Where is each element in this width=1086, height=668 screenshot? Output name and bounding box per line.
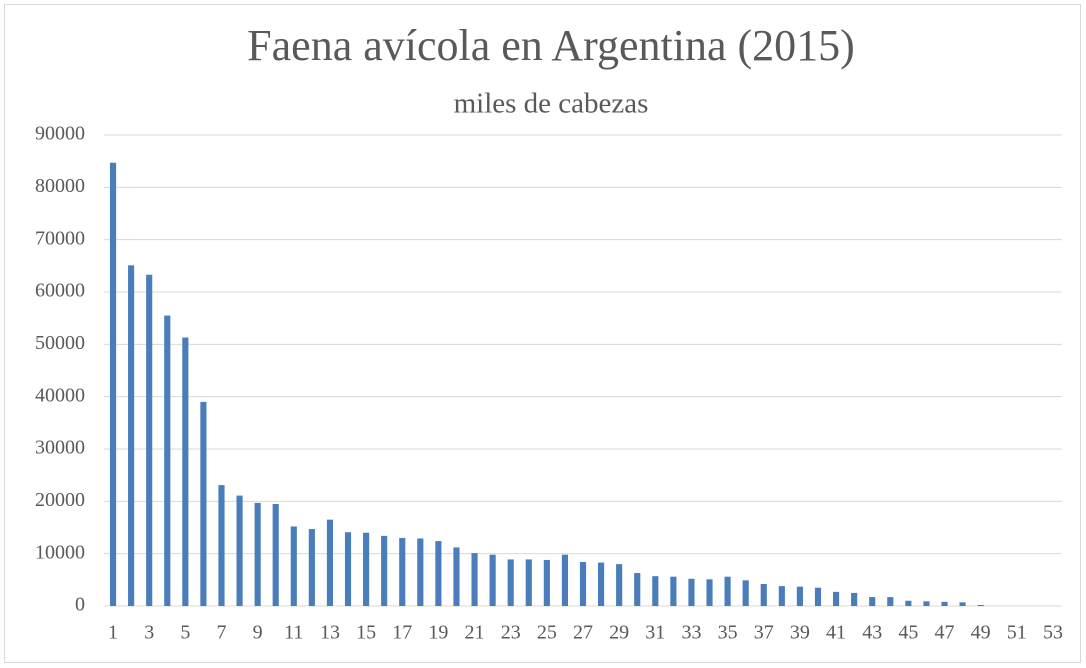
bar xyxy=(363,532,370,606)
bar xyxy=(561,554,568,606)
bar xyxy=(616,564,623,606)
x-tick-label: 15 xyxy=(356,622,376,644)
bar xyxy=(941,601,948,606)
bar xyxy=(109,162,117,606)
x-tick-label: 5 xyxy=(180,622,190,644)
bar xyxy=(254,502,261,606)
bar xyxy=(598,562,605,606)
bar xyxy=(905,600,912,606)
chart-title: Faena avícola en Argentina (2015) xyxy=(247,21,855,70)
x-tick-label: 13 xyxy=(320,622,340,644)
bar xyxy=(959,602,966,606)
y-tick-label: 0 xyxy=(75,594,85,616)
bar xyxy=(507,559,514,606)
bar xyxy=(543,559,550,606)
bar xyxy=(236,495,243,606)
x-tick-label: 23 xyxy=(501,622,521,644)
bar xyxy=(832,591,840,606)
x-tick-label: 51 xyxy=(1007,622,1027,644)
x-tick-label: 33 xyxy=(681,622,701,644)
bar xyxy=(851,592,858,606)
bar xyxy=(724,576,731,606)
x-tick-label: 19 xyxy=(428,622,448,644)
bar xyxy=(471,553,478,606)
bar xyxy=(742,580,749,606)
bar xyxy=(489,554,496,606)
bar xyxy=(417,538,424,606)
x-tick-label: 21 xyxy=(465,622,485,644)
bar xyxy=(778,586,785,606)
y-tick-label: 70000 xyxy=(35,227,85,249)
bar xyxy=(128,265,135,606)
bar xyxy=(760,584,767,606)
bar xyxy=(525,559,532,606)
bar xyxy=(182,337,189,606)
bar xyxy=(923,601,930,606)
x-tick-label: 37 xyxy=(754,622,774,644)
bar xyxy=(579,562,587,606)
x-tick-label: 17 xyxy=(392,622,412,644)
bar xyxy=(670,576,677,606)
bar xyxy=(796,586,803,606)
bar xyxy=(326,519,334,606)
x-tick-label: 31 xyxy=(645,622,665,644)
bar xyxy=(272,503,279,606)
chart-subtitle: miles de cabezas xyxy=(454,88,649,120)
x-tick-label: 7 xyxy=(216,622,226,644)
bar xyxy=(887,597,894,606)
bar xyxy=(290,526,297,606)
y-tick-label: 80000 xyxy=(35,175,85,197)
bar xyxy=(399,537,406,606)
y-tick-label: 60000 xyxy=(35,280,85,302)
bar xyxy=(977,604,984,606)
bar xyxy=(706,579,713,606)
bar xyxy=(652,576,659,606)
x-tick-label: 39 xyxy=(790,622,810,644)
bar xyxy=(344,532,352,606)
x-tick-label: 53 xyxy=(1043,622,1063,644)
bar xyxy=(453,547,460,606)
bar xyxy=(218,485,225,606)
x-tick-label: 49 xyxy=(971,622,991,644)
x-tick-label: 35 xyxy=(718,622,738,644)
bar xyxy=(308,529,315,606)
bar xyxy=(688,578,695,606)
x-tick-label: 11 xyxy=(284,622,303,644)
y-tick-label: 40000 xyxy=(35,384,85,406)
x-tick-label: 3 xyxy=(144,622,154,644)
x-tick-label: 43 xyxy=(862,622,882,644)
y-tick-label: 20000 xyxy=(35,489,85,511)
bar xyxy=(200,401,207,606)
x-tick-label: 47 xyxy=(935,622,955,644)
x-tick-label: 1 xyxy=(108,622,118,644)
y-tick-label: 30000 xyxy=(35,437,85,459)
x-tick-label: 41 xyxy=(826,622,846,644)
bar xyxy=(634,573,641,606)
bar xyxy=(814,587,822,606)
x-tick-label: 9 xyxy=(253,622,263,644)
x-tick-label: 25 xyxy=(537,622,557,644)
x-tick-label: 45 xyxy=(898,622,918,644)
y-tick-label: 50000 xyxy=(35,332,85,354)
bar xyxy=(869,597,876,606)
y-tick-label: 10000 xyxy=(35,541,85,563)
bar xyxy=(146,274,153,606)
bar xyxy=(164,315,171,606)
x-tick-label: 29 xyxy=(609,622,629,644)
bar xyxy=(381,535,388,606)
x-tick-label: 27 xyxy=(573,622,593,644)
y-tick-label: 90000 xyxy=(35,123,85,145)
bar xyxy=(435,541,442,606)
